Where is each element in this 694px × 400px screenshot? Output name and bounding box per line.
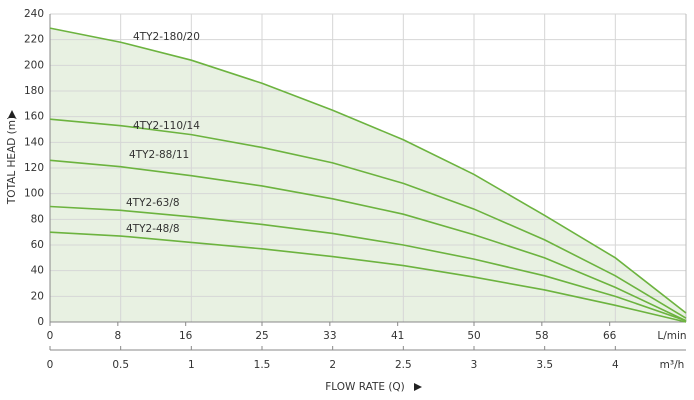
curve bbox=[49, 118, 687, 319]
curve bbox=[49, 231, 687, 323]
curve bbox=[49, 27, 687, 314]
y-arrow bbox=[8, 110, 16, 118]
x2-tick-label: 16 bbox=[179, 330, 193, 342]
x2-tick-label: 50 bbox=[467, 330, 480, 342]
x-tick-label: 3.5 bbox=[536, 359, 553, 371]
y-tick-label: 60 bbox=[31, 239, 44, 251]
x2-tick-label: 41 bbox=[391, 330, 404, 342]
y-tick-label: 0 bbox=[37, 316, 44, 328]
y-tick-label: 20 bbox=[31, 290, 44, 302]
y-tick-label: 120 bbox=[24, 162, 44, 174]
y-tick-label: 180 bbox=[24, 85, 44, 97]
x2-tick-label: 8 bbox=[114, 330, 121, 342]
y-tick-label: 40 bbox=[31, 265, 44, 277]
x-axis-label: FLOW RATE (Q) bbox=[325, 381, 405, 393]
y-tick-label: 80 bbox=[31, 213, 44, 225]
x-arrow bbox=[414, 383, 422, 391]
x-tick-label: 0.5 bbox=[112, 359, 129, 371]
y-tick-label: 140 bbox=[24, 136, 44, 148]
x-tick-label: 2.5 bbox=[395, 359, 412, 371]
x2-tick-label: 25 bbox=[255, 330, 268, 342]
curve-label: 4TY2-110/14 bbox=[133, 120, 200, 132]
curve-label: 4TY2-180/20 bbox=[133, 31, 200, 43]
x-tick-label: 3 bbox=[471, 359, 478, 371]
x-tick-label: 4 bbox=[612, 359, 619, 371]
x-tick-label: 0 bbox=[47, 359, 54, 371]
y-tick-label: 220 bbox=[24, 34, 44, 46]
curve-label: 4TY2-63/8 bbox=[126, 197, 180, 209]
curve-label: 4TY2-48/8 bbox=[126, 223, 180, 235]
x2-tick-label: 33 bbox=[323, 330, 336, 342]
y-axis-label: TOTAL HEAD (m) bbox=[6, 116, 18, 205]
x2-tick-label: 0 bbox=[47, 330, 54, 342]
y-tick-label: 240 bbox=[24, 8, 44, 20]
x-tick-label: 2 bbox=[329, 359, 336, 371]
x-unit: m³/h bbox=[660, 359, 685, 371]
coverage-area bbox=[50, 28, 686, 322]
x-tick-label: 1.5 bbox=[254, 359, 271, 371]
y-tick-label: 160 bbox=[24, 111, 44, 123]
x2-unit: L/min bbox=[657, 330, 686, 342]
curve bbox=[49, 205, 687, 322]
x2-tick-label: 58 bbox=[535, 330, 548, 342]
curve bbox=[49, 159, 687, 322]
y-tick-label: 200 bbox=[24, 59, 44, 71]
curve-label: 4TY2-88/11 bbox=[129, 149, 189, 161]
x-tick-label: 1 bbox=[188, 359, 195, 371]
x2-tick-label: 66 bbox=[603, 330, 617, 342]
y-tick-label: 100 bbox=[24, 188, 44, 200]
